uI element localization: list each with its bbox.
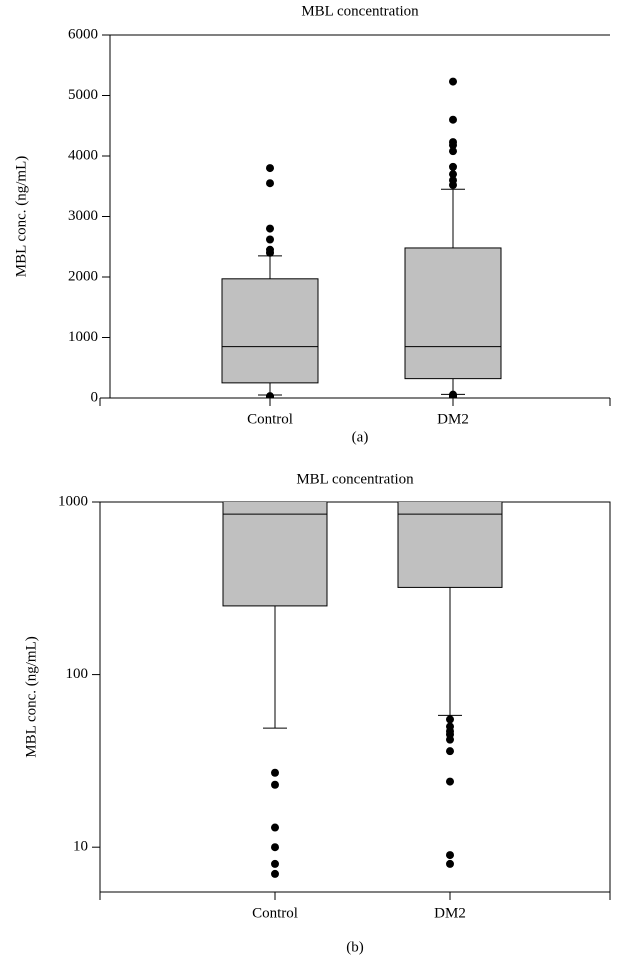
chart-title: MBL concentration	[301, 3, 419, 19]
box-group	[404, 77, 502, 398]
outlier	[449, 138, 457, 147]
y-tick-label: 4000	[68, 147, 98, 163]
outlier	[449, 147, 457, 156]
outlier	[266, 235, 274, 244]
box	[404, 247, 502, 380]
y-tick-label: 0	[91, 389, 99, 405]
outlier	[266, 392, 274, 398]
box	[397, 502, 503, 588]
outlier	[271, 843, 279, 852]
outlier	[449, 77, 457, 86]
outlier	[271, 780, 279, 789]
x-tick-label: Control	[252, 905, 298, 921]
plot-frame	[99, 501, 611, 893]
outlier	[449, 170, 457, 179]
y-axis-label: MBL conc. (ng/mL)	[23, 636, 39, 758]
y-tick-label: 1000	[58, 493, 88, 509]
outlier	[446, 722, 454, 731]
y-tick-label: 10	[73, 839, 88, 855]
outlier	[271, 823, 279, 832]
x-tick-label: DM2	[437, 411, 469, 427]
outlier	[449, 176, 457, 185]
y-axis-label: MBL conc. (ng/mL)	[13, 156, 29, 278]
chart-title: MBL concentration	[296, 471, 414, 487]
y-tick-label: 5000	[68, 87, 98, 103]
y-tick-label: 3000	[68, 208, 98, 224]
outlier	[271, 869, 279, 878]
box	[222, 502, 328, 607]
outlier	[449, 162, 457, 171]
outlier	[266, 245, 274, 254]
x-tick-label: DM2	[434, 905, 466, 921]
outlier	[446, 859, 454, 868]
outlier	[271, 859, 279, 868]
x-tick-label: Control	[247, 411, 293, 427]
box-group	[222, 502, 328, 878]
caption: (b)	[346, 939, 364, 955]
outlier	[446, 851, 454, 860]
caption: (a)	[352, 429, 369, 445]
y-tick-label: 1000	[68, 329, 98, 345]
outlier	[446, 777, 454, 786]
outlier	[446, 715, 454, 724]
box	[221, 278, 319, 384]
outlier	[266, 224, 274, 233]
outlier	[449, 390, 457, 398]
y-tick-label: 6000	[68, 26, 98, 42]
outlier	[271, 768, 279, 777]
outlier	[449, 115, 457, 124]
box-group	[397, 502, 503, 868]
y-tick-label: 100	[66, 666, 89, 682]
box-group	[221, 164, 319, 398]
outlier	[446, 747, 454, 756]
outlier	[266, 164, 274, 173]
y-tick-label: 2000	[68, 268, 98, 284]
outlier	[266, 179, 274, 188]
